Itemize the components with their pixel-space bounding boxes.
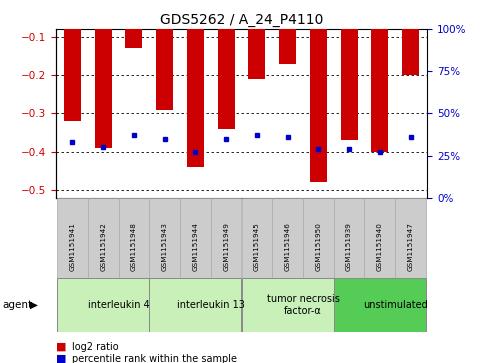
Text: GSM1151947: GSM1151947 (408, 223, 413, 271)
Bar (187, 0, 204, 167)
Bar (180, 198, 211, 278)
Bar (218, 0, 235, 129)
Bar (64, 0, 81, 121)
Text: GSM1151945: GSM1151945 (254, 223, 260, 271)
Text: GSM1151944: GSM1151944 (192, 223, 199, 271)
Text: GSM1151940: GSM1151940 (377, 223, 383, 271)
Text: GDS5262 / A_24_P4110: GDS5262 / A_24_P4110 (160, 13, 323, 27)
Text: unstimulated: unstimulated (363, 300, 427, 310)
Bar (149, 198, 180, 278)
Bar (279, 0, 296, 64)
Bar (57, 278, 149, 332)
Text: interleukin 13: interleukin 13 (177, 300, 245, 310)
Bar (303, 198, 334, 278)
Bar (57, 198, 88, 278)
Bar (341, 0, 357, 140)
Bar (310, 0, 327, 183)
Bar (126, 0, 142, 48)
Bar (272, 198, 303, 278)
Text: GSM1151948: GSM1151948 (131, 223, 137, 271)
Text: interleukin 4: interleukin 4 (88, 300, 149, 310)
Text: log2 ratio: log2 ratio (72, 342, 119, 352)
Text: GSM1151950: GSM1151950 (315, 223, 321, 271)
Bar (371, 0, 388, 152)
Text: ▶: ▶ (30, 300, 38, 310)
Bar (156, 0, 173, 110)
Bar (211, 198, 242, 278)
Bar (334, 278, 426, 332)
Bar (242, 198, 272, 278)
Text: ■: ■ (56, 354, 66, 363)
Bar (402, 0, 419, 75)
Text: GSM1151943: GSM1151943 (162, 223, 168, 271)
Text: GSM1151942: GSM1151942 (100, 223, 106, 271)
Text: ■: ■ (56, 342, 66, 352)
Text: GSM1151939: GSM1151939 (346, 223, 352, 271)
Bar (395, 198, 426, 278)
Bar (88, 198, 118, 278)
Bar (334, 198, 365, 278)
Text: tumor necrosis
factor-α: tumor necrosis factor-α (267, 294, 340, 316)
Bar (365, 198, 395, 278)
Text: agent: agent (2, 300, 32, 310)
Bar (118, 198, 149, 278)
Text: GSM1151949: GSM1151949 (223, 223, 229, 271)
Bar (149, 278, 242, 332)
Bar (95, 0, 112, 148)
Text: GSM1151946: GSM1151946 (284, 223, 291, 271)
Text: percentile rank within the sample: percentile rank within the sample (72, 354, 238, 363)
Text: GSM1151941: GSM1151941 (70, 223, 75, 271)
Bar (242, 278, 334, 332)
Bar (248, 0, 265, 79)
